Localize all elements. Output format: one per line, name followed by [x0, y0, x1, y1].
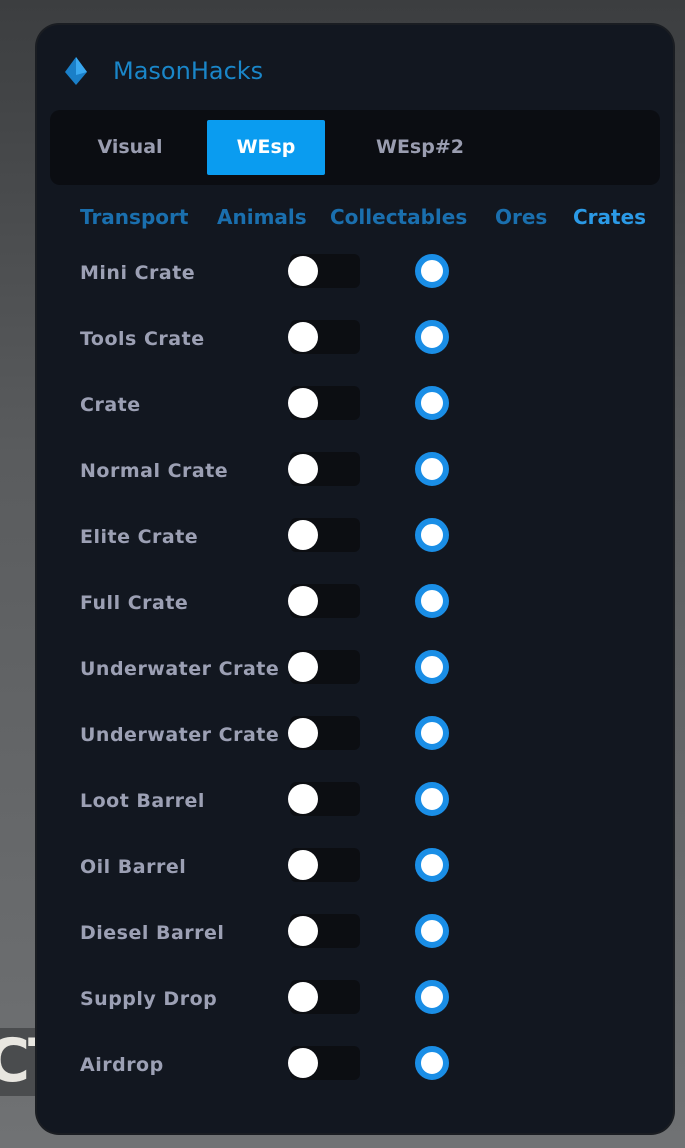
- toggle-knob[interactable]: [288, 586, 318, 616]
- item-label: Diesel Barrel: [80, 922, 225, 944]
- radio-button[interactable]: [415, 914, 449, 948]
- list-item: Diesel Barrel: [37, 914, 673, 988]
- radio-button[interactable]: [415, 848, 449, 882]
- item-label: Crate: [80, 394, 141, 416]
- list-item: Full Crate: [37, 584, 673, 658]
- toggle-knob[interactable]: [288, 850, 318, 880]
- radio-button[interactable]: [415, 782, 449, 816]
- list-item: Airdrop: [37, 1046, 673, 1120]
- radio-button[interactable]: [415, 254, 449, 288]
- list-item: Elite Crate: [37, 518, 673, 592]
- item-label: Tools Crate: [80, 328, 205, 350]
- subtab-transport[interactable]: Transport: [80, 205, 189, 229]
- diamond-logo-icon: [65, 57, 87, 85]
- item-label: Normal Crate: [80, 460, 229, 482]
- radio-button[interactable]: [415, 716, 449, 750]
- toggle-knob[interactable]: [288, 322, 318, 352]
- subtab-crates[interactable]: Crates: [573, 205, 647, 229]
- toggle-knob[interactable]: [288, 718, 318, 748]
- toggle-knob[interactable]: [288, 916, 318, 946]
- menu-panel: MasonHacks Visual WEsp WEsp#2 Transport …: [37, 25, 673, 1133]
- item-label: Loot Barrel: [80, 790, 205, 812]
- toggle-knob[interactable]: [288, 454, 318, 484]
- subtab-animals[interactable]: Animals: [217, 205, 307, 229]
- radio-button[interactable]: [415, 980, 449, 1014]
- item-label: Underwater Crate: [80, 724, 280, 746]
- list-item: Oil Barrel: [37, 848, 673, 922]
- item-label: Supply Drop: [80, 988, 218, 1010]
- item-label: Oil Barrel: [80, 856, 187, 878]
- list-item: Underwater Crate: [37, 716, 673, 790]
- list-item: Loot Barrel: [37, 782, 673, 856]
- tab-visual[interactable]: Visual: [97, 136, 163, 158]
- toggle-knob[interactable]: [288, 256, 318, 286]
- toggle-knob[interactable]: [288, 652, 318, 682]
- item-label: Elite Crate: [80, 526, 199, 548]
- toggle-knob[interactable]: [288, 982, 318, 1012]
- item-label: Full Crate: [80, 592, 189, 614]
- toggle-knob[interactable]: [288, 784, 318, 814]
- toggle-knob[interactable]: [288, 388, 318, 418]
- toggle-knob[interactable]: [288, 520, 318, 550]
- radio-button[interactable]: [415, 386, 449, 420]
- list-item: Mini Crate: [37, 254, 673, 328]
- radio-button[interactable]: [415, 650, 449, 684]
- item-label: Mini Crate: [80, 262, 196, 284]
- tab-wesp[interactable]: WEsp: [207, 120, 325, 175]
- tab-wesp2[interactable]: WEsp#2: [376, 136, 464, 158]
- item-label: Airdrop: [80, 1054, 164, 1076]
- subtab-ores[interactable]: Ores: [495, 205, 548, 229]
- subtab-collectables[interactable]: Collectables: [330, 205, 468, 229]
- radio-button[interactable]: [415, 320, 449, 354]
- list-item: Underwater Crate: [37, 650, 673, 724]
- radio-button[interactable]: [415, 452, 449, 486]
- list-item: Supply Drop: [37, 980, 673, 1054]
- app-title: MasonHacks: [113, 57, 264, 85]
- toggle-knob[interactable]: [288, 1048, 318, 1078]
- tab-bar: Visual WEsp WEsp#2: [50, 110, 660, 185]
- list-item: Normal Crate: [37, 452, 673, 526]
- list-item: Tools Crate: [37, 320, 673, 394]
- list-item: Crate: [37, 386, 673, 460]
- radio-button[interactable]: [415, 1046, 449, 1080]
- radio-button[interactable]: [415, 584, 449, 618]
- radio-button[interactable]: [415, 518, 449, 552]
- item-label: Underwater Crate: [80, 658, 280, 680]
